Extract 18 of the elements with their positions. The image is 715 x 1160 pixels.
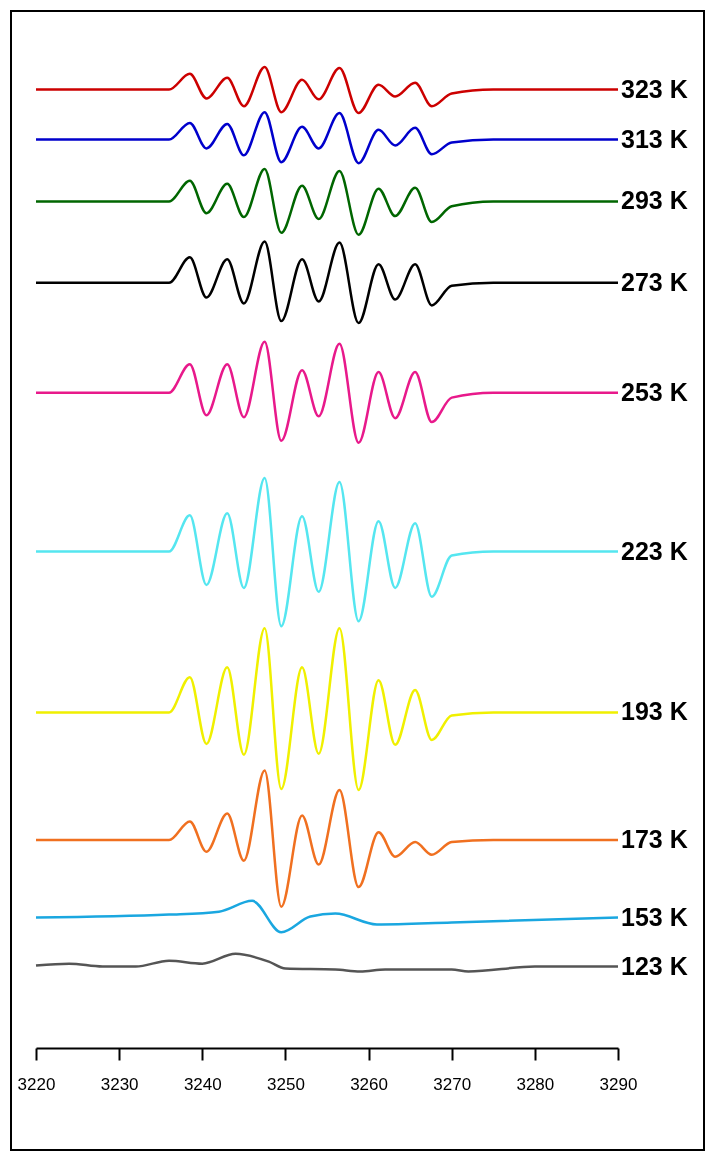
series-label: 253 K <box>621 377 688 406</box>
x-tick-label: 3290 <box>599 1074 638 1094</box>
x-tick-label: 3250 <box>267 1074 305 1094</box>
series-label: 173 K <box>621 825 688 854</box>
series-label: 193 K <box>621 697 688 726</box>
series-label: 313 K <box>621 124 688 153</box>
x-tick-label: 3240 <box>183 1074 222 1094</box>
series-label: 223 K <box>621 536 688 565</box>
series-label: 323 K <box>621 74 688 103</box>
series-label: 153 K <box>621 902 688 931</box>
series-label: 123 K <box>621 951 688 980</box>
x-tick-label: 3220 <box>17 1074 56 1094</box>
x-tick-label: 3280 <box>516 1074 555 1094</box>
x-tick-label: 3230 <box>100 1074 139 1094</box>
x-tick-label: 3270 <box>433 1074 472 1094</box>
x-tick-label: 3260 <box>350 1074 388 1094</box>
series-label: 273 K <box>621 267 688 296</box>
series-label: 293 K <box>621 186 688 215</box>
